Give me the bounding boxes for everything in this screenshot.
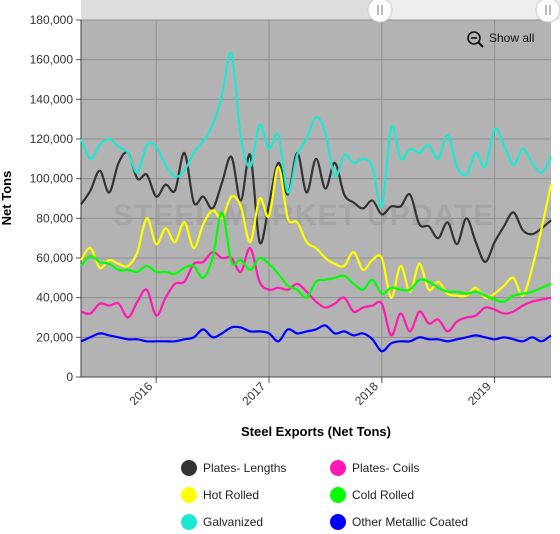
watermark: STEEL MARKET UPDATE xyxy=(113,199,494,232)
show-all-button[interactable]: Show all xyxy=(467,31,534,48)
y-tick-label: 160,000 xyxy=(30,53,74,67)
legend-item-hot-rolled[interactable]: Hot Rolled xyxy=(181,487,259,503)
legend-item-plates-coils[interactable]: Plates- Coils xyxy=(330,460,419,476)
x-tick-label: 2018 xyxy=(352,379,381,408)
y-tick-label: 80,000 xyxy=(36,211,73,225)
legend: Plates- Lengths Plates- Coils Hot Rolled Co… xyxy=(181,460,468,530)
x-axis-tick-labels: 2016 2017 2018 2019 xyxy=(127,379,494,408)
x-tick-label: 2016 xyxy=(127,379,156,408)
legend-marker xyxy=(181,514,197,530)
series-line-plates-coils[interactable] xyxy=(80,246,552,337)
y-tick-label: 100,000 xyxy=(30,172,74,186)
y-axis-tick-labels: 0 20,000 40,000 60,000 80,000 100,000 120,000 1… xyxy=(30,13,74,384)
series-line-cold-rolled[interactable] xyxy=(80,211,552,303)
legend-label: Other Metallic Coated xyxy=(352,515,468,529)
legend-item-galvanized[interactable]: Galvanized xyxy=(181,514,263,530)
legend-label: Galvanized xyxy=(203,515,263,529)
show-all-label: Show all xyxy=(489,31,534,45)
legend-item-other-metallic-coated[interactable]: Other Metallic Coated xyxy=(330,514,468,530)
legend-label: Plates- Coils xyxy=(352,461,419,475)
legend-label: Plates- Lengths xyxy=(203,461,286,475)
navigator-handle-right[interactable] xyxy=(535,0,560,23)
y-tick-label: 20,000 xyxy=(36,330,73,344)
legend-label: Hot Rolled xyxy=(203,488,259,502)
y-tick-label: 180,000 xyxy=(30,13,74,27)
grid-lines xyxy=(76,19,551,383)
series-line-galvanized[interactable] xyxy=(79,51,552,209)
y-tick-label: 60,000 xyxy=(36,251,73,265)
x-axis-title: Steel Exports (Net Tons) xyxy=(241,424,391,439)
series-line-plates-lengths[interactable] xyxy=(80,151,552,264)
zoom-out-icon xyxy=(467,31,484,48)
y-tick-label: 120,000 xyxy=(30,132,74,146)
legend-item-cold-rolled[interactable]: Cold Rolled xyxy=(330,487,414,503)
legend-marker xyxy=(181,460,197,476)
x-tick-label: 2017 xyxy=(239,379,268,408)
legend-item-plates-lengths[interactable]: Plates- Lengths xyxy=(181,460,286,476)
legend-label: Cold Rolled xyxy=(352,488,414,502)
legend-marker xyxy=(181,487,197,503)
y-axis-title: Net Tons xyxy=(0,171,14,226)
legend-marker xyxy=(330,460,346,476)
navigator-handle-left[interactable] xyxy=(367,0,393,23)
series-lines xyxy=(79,51,553,353)
legend-marker xyxy=(330,514,346,530)
series-line-hot-rolled[interactable] xyxy=(80,165,553,299)
legend-marker xyxy=(330,487,346,503)
y-tick-label: 40,000 xyxy=(36,291,73,305)
series-line-other-metallic-coated[interactable] xyxy=(80,324,552,353)
navigator-mask xyxy=(81,0,381,20)
x-tick-label: 2019 xyxy=(465,379,494,408)
y-tick-label: 0 xyxy=(66,370,73,384)
y-tick-label: 140,000 xyxy=(30,92,74,106)
